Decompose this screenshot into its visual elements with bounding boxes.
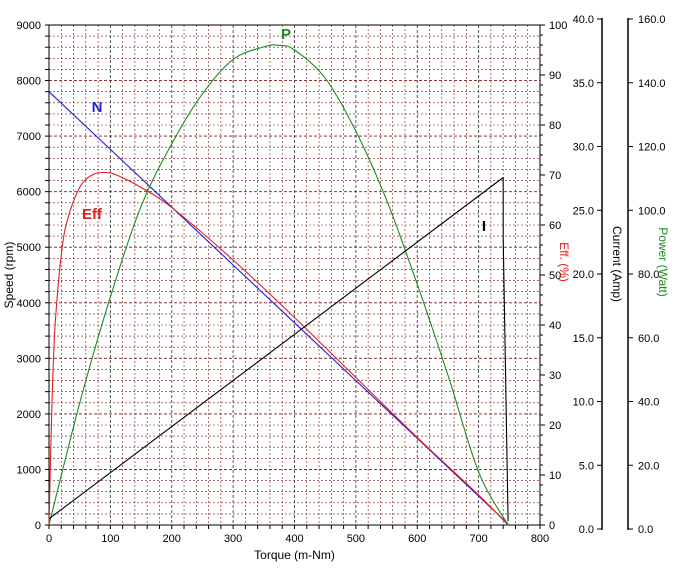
- series-i-label: I: [482, 218, 486, 235]
- axes-group: [45, 18, 633, 530]
- power-axis-title: Power (Watt): [656, 227, 670, 297]
- current-tick-label: 40.0: [573, 14, 594, 26]
- x-axis-title: Torque (m-Nm): [254, 548, 335, 562]
- power-tick-label: 140.0: [638, 78, 666, 90]
- speed-tick-label: 2000: [17, 409, 41, 421]
- speed-tick-label: 6000: [17, 187, 41, 199]
- power-tick-label: 60.0: [638, 333, 659, 345]
- x-tick-label: 0: [46, 533, 52, 545]
- x-tick-label: 800: [531, 533, 549, 545]
- eff-axis-title: Eff. (%): [557, 242, 571, 282]
- x-tick-label: 100: [101, 533, 119, 545]
- speed-axis-title: Speed (rpm): [2, 242, 16, 309]
- series-p-label: P: [281, 26, 291, 43]
- labels-group: 0 100 200 300 400 500 600 700 800010002000300040…: [2, 14, 670, 562]
- eff-tick-label: 20: [549, 420, 561, 432]
- x-tick-label: 400: [285, 533, 303, 545]
- series-n-line: [48, 91, 509, 525]
- eff-tick-label: 100: [549, 20, 567, 32]
- speed-tick-label: 5000: [17, 242, 41, 254]
- power-tick-label: 100.0: [638, 205, 666, 217]
- series-eff-line: [48, 171, 509, 526]
- speed-tick-label: 1000: [17, 464, 41, 476]
- x-tick-label: 300: [224, 533, 242, 545]
- speed-tick-label: 9000: [17, 20, 41, 32]
- current-tick-label: 15.0: [573, 333, 594, 345]
- curves-group: [48, 44, 509, 526]
- eff-tick-label: 60: [549, 220, 561, 232]
- x-tick-label: 500: [347, 533, 365, 545]
- current-tick-label: 25.0: [573, 205, 594, 217]
- speed-tick-label: 7000: [17, 131, 41, 143]
- eff-tick-label: 80: [549, 120, 561, 132]
- eff-tick-label: 90: [549, 70, 561, 82]
- eff-tick-label: 50: [549, 270, 561, 282]
- eff-tick-label: 40: [549, 320, 561, 332]
- speed-tick-label: 3000: [17, 353, 41, 365]
- power-tick-label: 120.0: [638, 142, 666, 154]
- current-tick-label: 5.0: [579, 460, 594, 472]
- eff-tick-label: 70: [549, 170, 561, 182]
- current-tick-label: 30.0: [573, 142, 594, 154]
- eff-tick-label: 0: [549, 520, 555, 532]
- current-tick-label: 10.0: [573, 397, 594, 409]
- power-tick-label: 80.0: [638, 269, 659, 281]
- current-tick-label: 0.0: [579, 524, 594, 536]
- series-i-line: [48, 176, 509, 522]
- x-tick-label: 700: [469, 533, 487, 545]
- eff-tick-label: 10: [549, 470, 561, 482]
- power-tick-label: 40.0: [638, 397, 659, 409]
- current-tick-label: 35.0: [573, 78, 594, 90]
- speed-tick-label: 8000: [17, 76, 41, 88]
- power-tick-label: 20.0: [638, 460, 659, 472]
- eff-tick-label: 30: [549, 370, 561, 382]
- current-axis-title: Current (Amp): [610, 226, 624, 302]
- current-tick-label: 20.0: [573, 269, 594, 281]
- speed-tick-label: 4000: [17, 298, 41, 310]
- series-n-label: N: [92, 99, 103, 116]
- power-tick-label: 160.0: [638, 14, 666, 26]
- series-p-line: [48, 44, 509, 526]
- x-tick-label: 200: [163, 533, 181, 545]
- speed-tick-label: 0: [35, 520, 41, 532]
- x-tick-label: 600: [408, 533, 426, 545]
- plot-grid: [49, 25, 540, 525]
- power-tick-label: 0.0: [638, 524, 653, 536]
- series-eff-label: Eff: [82, 206, 103, 223]
